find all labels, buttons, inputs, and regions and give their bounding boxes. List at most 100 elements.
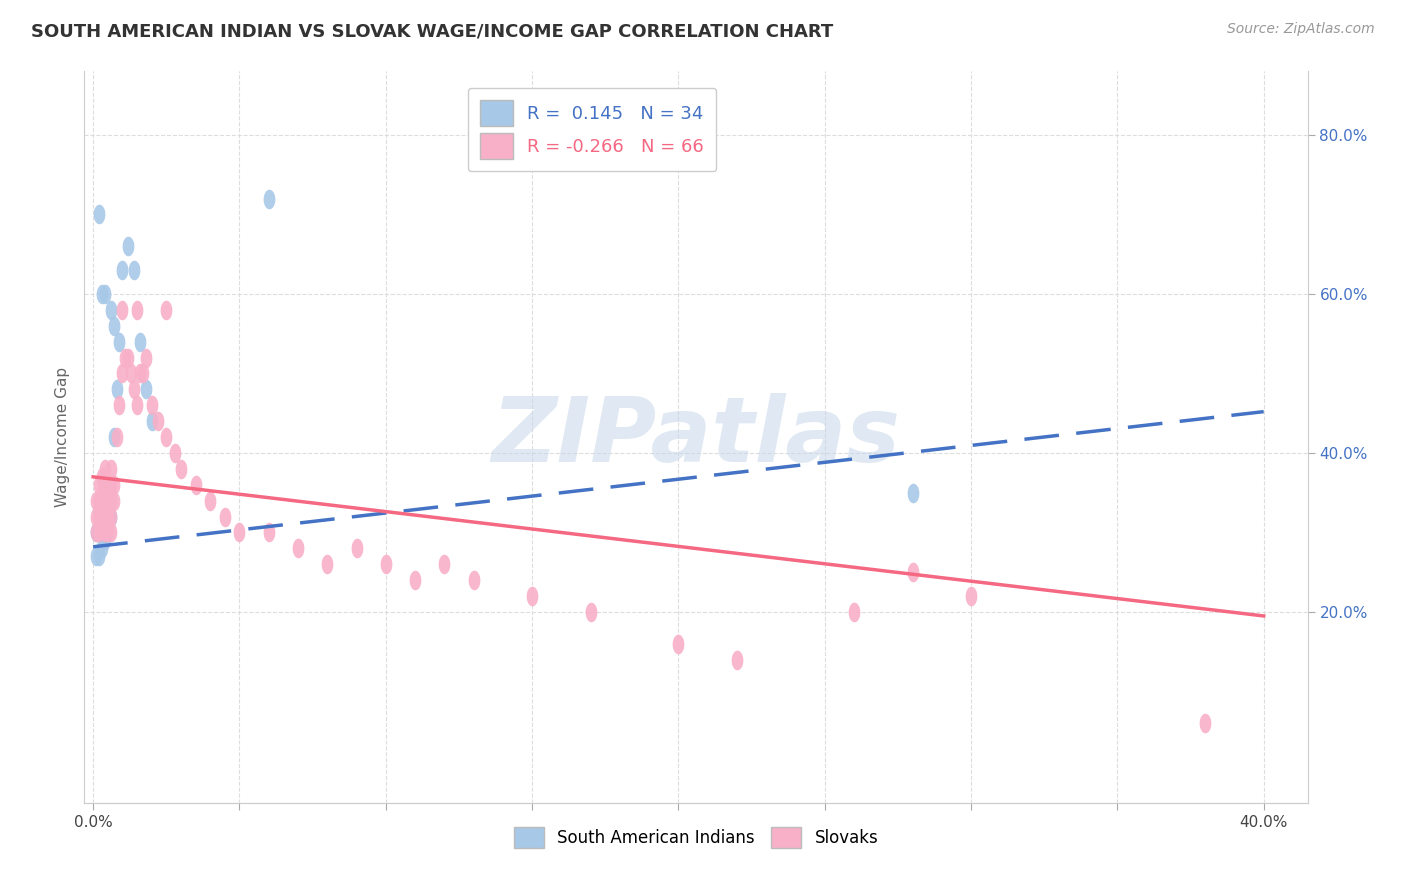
Point [87,525,110,540]
Legend: South American Indians, Slovaks: South American Indians, Slovaks [508,821,884,855]
Point [842,605,865,619]
Point [404,573,426,587]
Point [901,566,924,580]
Point [94,493,117,508]
Point [257,525,280,540]
Point [146,414,169,428]
Point [120,367,142,381]
Point [97,493,120,508]
Point [141,414,163,428]
Point [111,302,134,317]
Point [214,509,236,524]
Point [433,558,456,572]
Point [111,263,134,277]
Point [105,430,128,444]
Point [87,509,110,524]
Point [346,541,368,556]
Point [84,525,107,540]
Point [97,525,120,540]
Point [374,558,396,572]
Point [132,367,155,381]
Point [103,493,125,508]
Point [170,462,193,476]
Point [84,509,107,524]
Text: ZIPatlas: ZIPatlas [492,393,900,481]
Point [287,541,309,556]
Point [135,383,157,397]
Point [108,398,131,412]
Point [316,558,339,572]
Point [100,509,122,524]
Point [97,509,120,524]
Point [90,485,112,500]
Point [97,477,120,491]
Point [90,525,112,540]
Point [117,239,139,253]
Point [87,549,110,564]
Point [122,263,145,277]
Point [97,509,120,524]
Point [155,302,177,317]
Point [579,605,602,619]
Point [94,517,117,532]
Point [100,302,122,317]
Point [103,318,125,333]
Point [129,334,152,349]
Point [90,501,112,516]
Point [165,446,187,460]
Point [94,533,117,548]
Point [111,367,134,381]
Point [100,477,122,491]
Point [84,549,107,564]
Text: SOUTH AMERICAN INDIAN VS SLOVAK WAGE/INCOME GAP CORRELATION CHART: SOUTH AMERICAN INDIAN VS SLOVAK WAGE/INC… [31,22,834,40]
Point [103,477,125,491]
Point [87,493,110,508]
Point [105,383,128,397]
Point [97,525,120,540]
Point [125,398,148,412]
Point [87,207,110,221]
Point [90,517,112,532]
Point [84,525,107,540]
Point [901,485,924,500]
Point [90,509,112,524]
Point [87,477,110,491]
Point [94,287,117,301]
Point [135,351,157,365]
Point [100,493,122,508]
Point [94,509,117,524]
Point [97,477,120,491]
Text: Source: ZipAtlas.com: Source: ZipAtlas.com [1227,22,1375,37]
Point [725,653,748,667]
Point [90,493,112,508]
Point [94,525,117,540]
Point [94,501,117,516]
Point [668,637,690,651]
Point [125,302,148,317]
Point [100,525,122,540]
Point [520,589,543,603]
Point [122,383,145,397]
Point [90,470,112,484]
Point [100,493,122,508]
Point [94,477,117,491]
Point [960,589,983,603]
Point [228,525,250,540]
Point [155,430,177,444]
Point [90,541,112,556]
Point [94,462,117,476]
Point [108,334,131,349]
Point [141,398,163,412]
Point [103,430,125,444]
Y-axis label: Wage/Income Gap: Wage/Income Gap [55,367,70,508]
Point [97,493,120,508]
Point [117,351,139,365]
Point [84,493,107,508]
Point [184,477,207,491]
Point [257,192,280,206]
Point [87,501,110,516]
Point [463,573,485,587]
Point [198,493,221,508]
Point [1194,716,1216,731]
Point [87,525,110,540]
